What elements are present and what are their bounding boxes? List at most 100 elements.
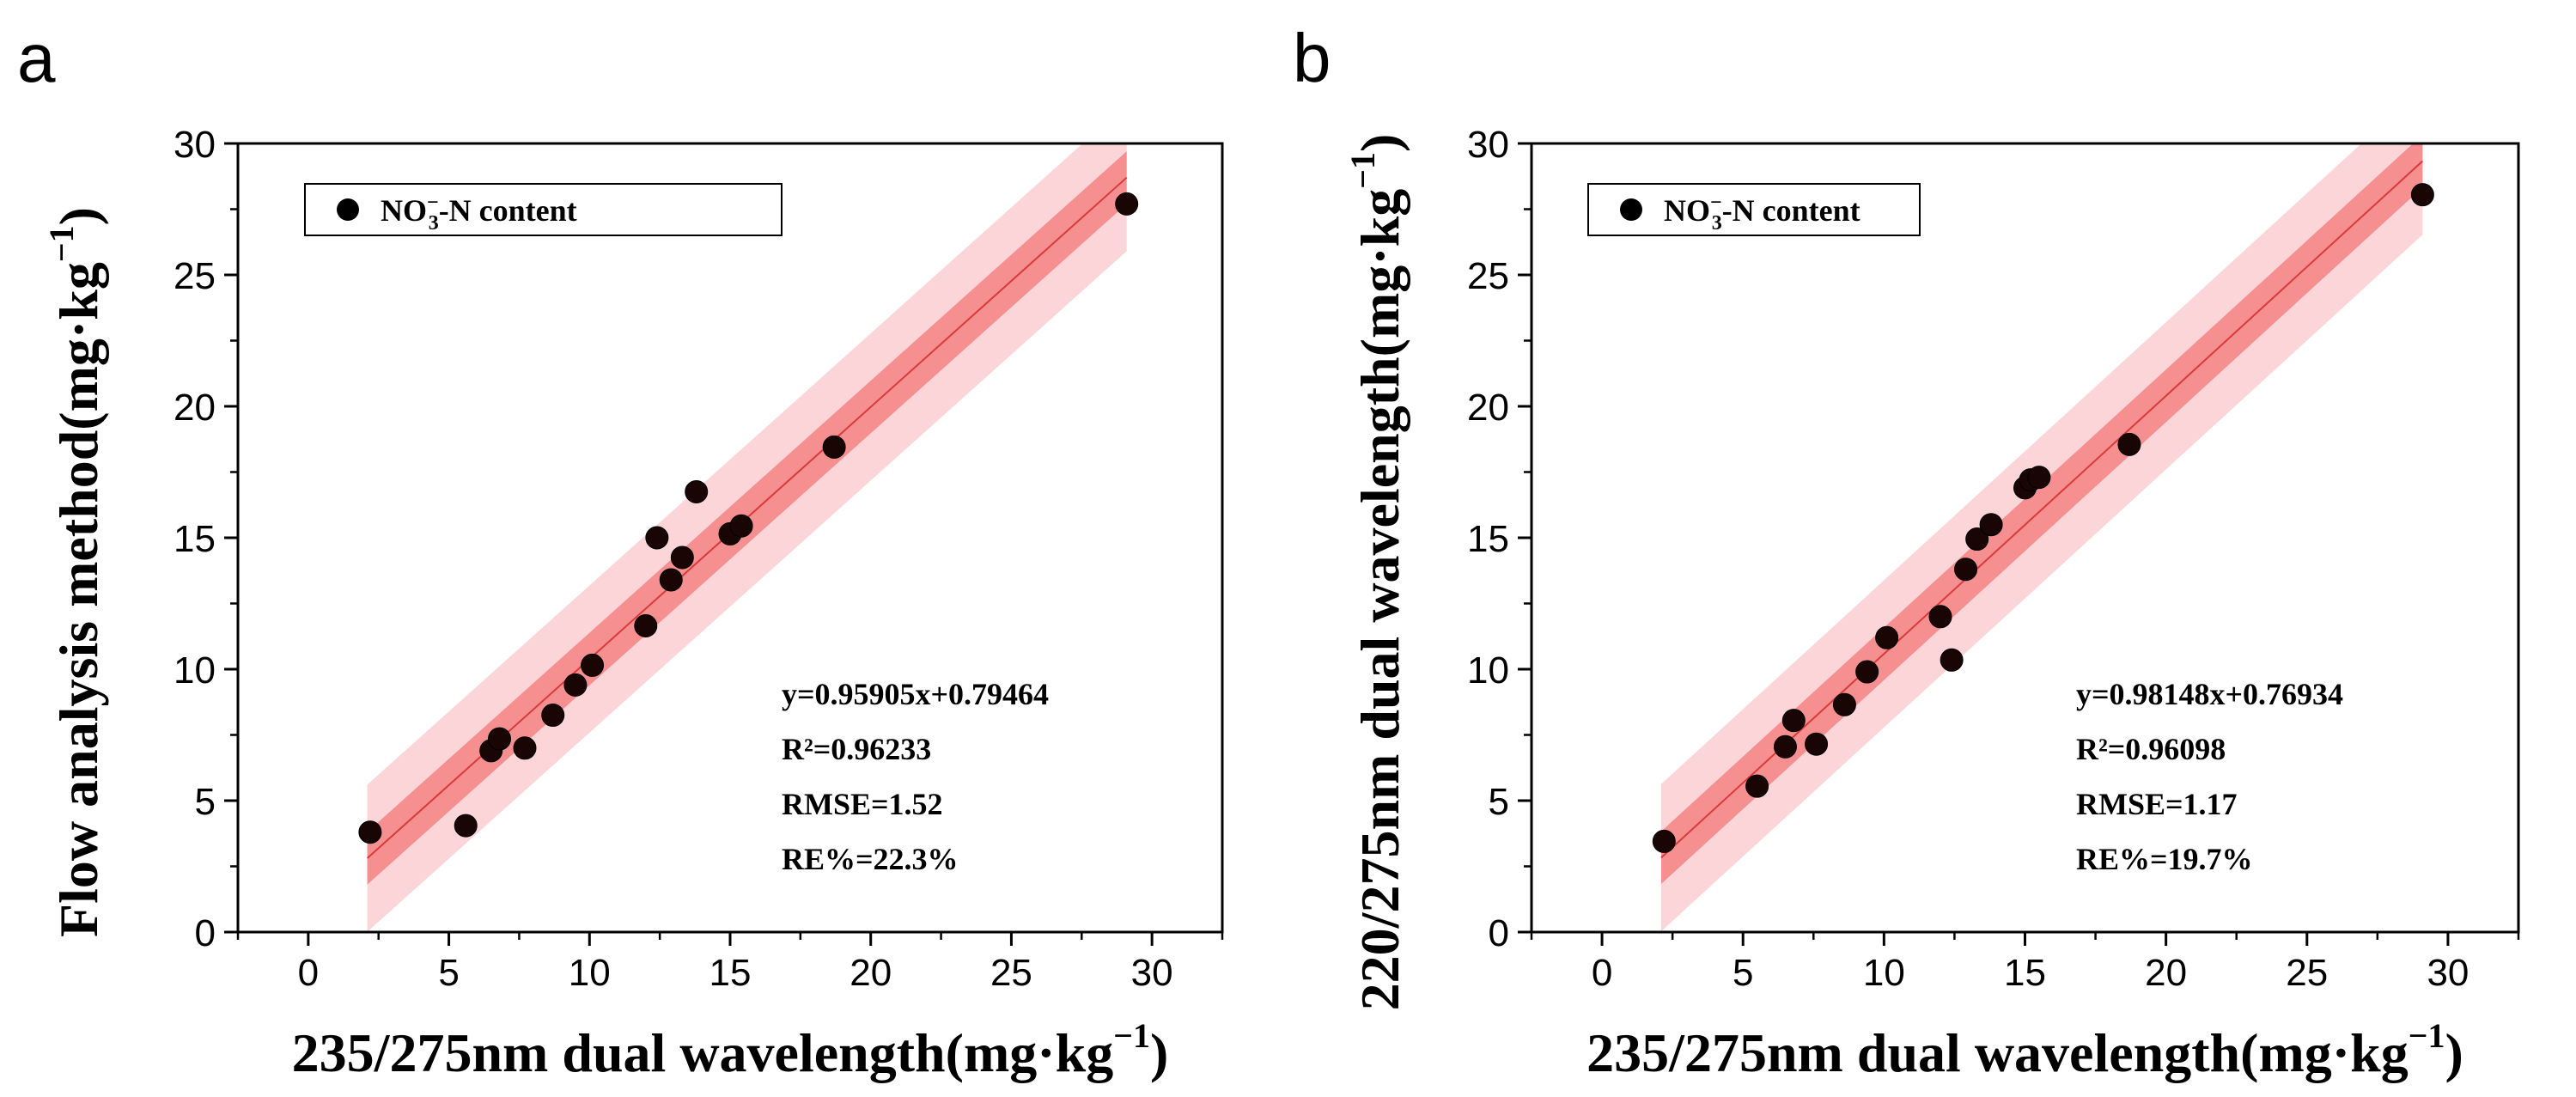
regression-stat: R²=0.96233 (782, 732, 931, 766)
plot-area (1652, 143, 2434, 932)
chart-panel-a: 0 5 10 15 20 25 30 0 5 10 15 20 25 30 a 235/275nm dual … (17, 20, 1224, 1083)
legend-rest: -N content (1722, 193, 1860, 228)
legend-sub: 3 (429, 212, 439, 235)
legend-sub: 3 (1712, 212, 1722, 235)
legend-sup: − (1710, 192, 1722, 214)
data-point-9 (645, 526, 669, 550)
panel-label: b (1293, 20, 1331, 96)
legend-marker (1620, 198, 1642, 221)
legend-label: NO− 3-N content (1664, 192, 1860, 235)
y-tick-label: 10 (174, 649, 216, 692)
panel-label: a (17, 20, 56, 96)
y-tick-label: 10 (1467, 649, 1509, 692)
y-axis-exponent: −1 (42, 225, 81, 262)
regression-stat: y=0.98148x+0.76934 (2076, 677, 2343, 711)
x-axis-close-paren: ) (2445, 1022, 2463, 1083)
data-point-11 (670, 545, 694, 570)
plot-area (358, 143, 1139, 932)
data-point-15 (2027, 466, 2051, 490)
y-axis-title-text: Flow analysis method(mg·kg (48, 262, 109, 937)
x-axis-exponent: −1 (2409, 1016, 2445, 1055)
data-point-8 (1928, 605, 1952, 629)
data-point-15 (822, 435, 846, 459)
regression-stat: RMSE=1.17 (2076, 787, 2238, 821)
y-tick-label: 15 (174, 518, 216, 560)
data-point-11 (1965, 527, 1989, 552)
legend-marker (337, 198, 359, 221)
data-point-0 (358, 820, 382, 844)
x-axis-title: 235/275nm dual wavelength(mg·kg−1) (1586, 1016, 2463, 1083)
y-tick-label: 20 (174, 387, 216, 429)
x-tick-label: 15 (709, 952, 752, 994)
data-point-16 (1115, 192, 1139, 216)
x-tick-label: 5 (1733, 952, 1753, 994)
fit-line (1660, 160, 2424, 859)
data-point-9 (1940, 648, 1964, 672)
data-point-5 (1832, 692, 1856, 716)
x-tick-label: 5 (438, 952, 459, 994)
x-axis-exponent: −1 (1113, 1016, 1150, 1055)
chart-panel-b: 0 5 10 15 20 25 30 0 5 10 15 20 25 30 b 235/275nm dual … (1293, 20, 2520, 1083)
data-point-6 (563, 673, 588, 697)
y-tick-label: 30 (174, 124, 216, 166)
y-axis-title: 220/275nm dual wavelength(mg·kg−1) (1343, 134, 1410, 1011)
legend-base: NO (1664, 193, 1710, 228)
data-point-6 (1855, 660, 1879, 684)
data-point-4 (1805, 732, 1829, 756)
x-axis-title-text: 235/275nm dual wavelength(mg·kg (292, 1022, 1114, 1083)
x-tick-label: 20 (850, 952, 892, 994)
x-tick-label: 25 (990, 952, 1032, 994)
data-point-10 (1954, 558, 1978, 582)
data-point-12 (1979, 513, 2003, 537)
y-axis-title: Flow analysis method(mg·kg−1) (42, 207, 109, 937)
y-tick-label: 0 (195, 912, 216, 954)
y-tick-label: 15 (1467, 518, 1509, 560)
y-axis-close-paren: ) (48, 207, 109, 225)
data-point-10 (659, 568, 683, 592)
y-axis-close-paren: ) (1349, 134, 1410, 152)
data-point-1 (1745, 774, 1769, 798)
data-point-7 (581, 653, 605, 677)
y-tick-label: 5 (1489, 781, 1509, 823)
data-point-3 (488, 727, 512, 751)
legend-label: NO− 3-N content (381, 192, 577, 235)
regression-stat: R²=0.96098 (2076, 732, 2226, 766)
legend: NO− 3-N content (1587, 183, 1921, 236)
y-tick-label: 5 (195, 781, 216, 823)
legend-box (1587, 183, 1921, 236)
x-tick-label: 0 (1592, 952, 1612, 994)
x-tick-label: 0 (298, 952, 319, 994)
x-tick-label: 15 (2004, 952, 2046, 994)
y-tick-label: 0 (1489, 912, 1509, 954)
x-tick-label: 30 (1131, 952, 1173, 994)
data-point-7 (1875, 625, 1899, 649)
legend-box (304, 183, 783, 236)
x-tick-label: 10 (1863, 952, 1905, 994)
x-axis-close-paren: ) (1150, 1022, 1168, 1083)
x-axis-title: 235/275nm dual wavelength(mg·kg−1) (292, 1016, 1169, 1083)
data-point-3 (1781, 709, 1806, 733)
legend-rest: -N content (439, 193, 577, 228)
x-axis-title-text: 235/275nm dual wavelength(mg·kg (1586, 1022, 2409, 1083)
legend-sup: − (427, 192, 439, 214)
legend-base: NO (381, 193, 427, 228)
data-point-12 (685, 479, 709, 503)
y-tick-label: 25 (174, 255, 216, 297)
data-point-14 (729, 514, 753, 538)
data-point-5 (541, 704, 565, 728)
y-tick-label: 30 (1467, 124, 1509, 166)
data-point-0 (1652, 829, 1676, 853)
data-point-2 (1773, 734, 1797, 759)
regression-stat: RMSE=1.52 (782, 787, 943, 821)
x-tick-label: 20 (2145, 952, 2187, 994)
regression-stat: RE%=22.3% (782, 842, 959, 876)
legend: NO− 3-N content (304, 183, 783, 236)
y-tick-label: 25 (1467, 255, 1509, 297)
regression-stat: y=0.95905x+0.79464 (782, 677, 1049, 711)
x-tick-label: 10 (569, 952, 611, 994)
y-tick-label: 20 (1467, 387, 1509, 429)
data-point-16 (2117, 432, 2141, 456)
x-tick-label: 30 (2427, 952, 2469, 994)
x-tick-label: 25 (2286, 952, 2328, 994)
